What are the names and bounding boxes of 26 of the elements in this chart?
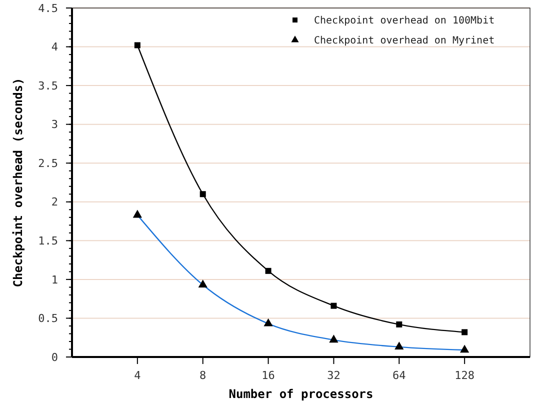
x-axis-title: Number of processors xyxy=(228,387,374,401)
y-tick-label: 2.5 xyxy=(38,156,58,170)
legend-label: Checkpoint overhead on 100Mbit xyxy=(314,16,495,26)
y-tick-label: 0 xyxy=(51,350,58,364)
y-tick-label: 2 xyxy=(51,196,58,209)
y-tick-label: 1.5 xyxy=(38,234,58,248)
point xyxy=(330,302,337,309)
y-axis-title: Checkpoint overhead (seconds) xyxy=(11,78,25,288)
y-tick-label: 0.5 xyxy=(38,312,58,326)
x-tick-label: 64 xyxy=(392,369,406,382)
point xyxy=(134,42,140,48)
y-tick-label: 3 xyxy=(51,118,58,132)
y-tick-label: 1 xyxy=(51,273,58,286)
point xyxy=(396,321,402,328)
x-tick-label: 8 xyxy=(200,369,206,382)
y-tick-label: 3.5 xyxy=(38,79,58,92)
legend-label: Checkpoint overhead on Myrinet xyxy=(314,36,495,46)
x-tick-label: 4 xyxy=(134,369,142,382)
point xyxy=(462,329,468,336)
point xyxy=(200,191,206,198)
y-tick-label: 4 xyxy=(51,40,58,54)
x-tick-label: 16 xyxy=(262,369,275,382)
x-tick-label: 128 xyxy=(454,369,475,382)
x-tick-label: 32 xyxy=(327,369,340,382)
point xyxy=(265,268,272,274)
y-tick-label: 4.5 xyxy=(38,2,58,15)
